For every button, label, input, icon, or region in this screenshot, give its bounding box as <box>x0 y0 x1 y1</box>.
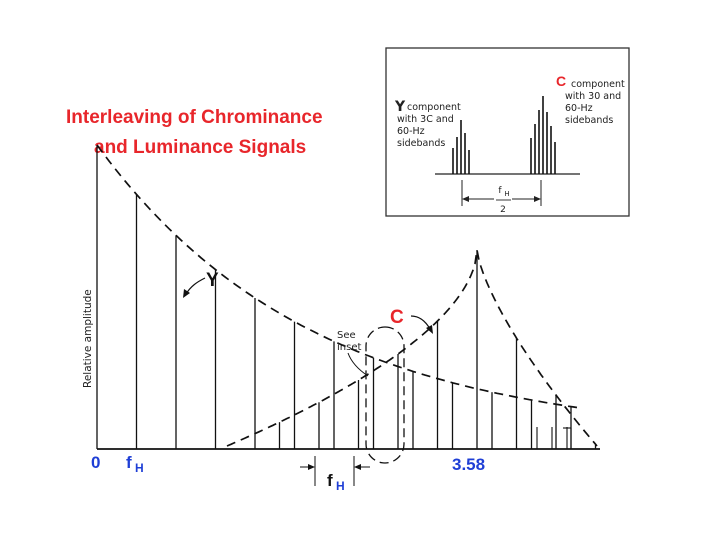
fh-spacing-label-sub: H <box>336 479 345 493</box>
inset-y-sidebands <box>452 120 470 174</box>
spectrum-harmonics <box>96 145 597 449</box>
x-label-zero: 0 <box>91 453 100 472</box>
title-line-1: Interleaving of Chrominance <box>66 107 323 128</box>
fh-spacing-arrow-left <box>308 464 315 470</box>
x-label-358: 3.58 <box>452 455 485 474</box>
inset-c-text-4: sidebands <box>565 115 613 126</box>
inset-y-text-4: sidebands <box>397 138 445 149</box>
inset-panel: Y component with 3C and 60-Hz sidebands … <box>385 47 630 217</box>
inset-dim-sub: H <box>504 190 509 198</box>
c-envelope-curve <box>226 249 598 447</box>
x-label-fh-sub: H <box>135 461 144 475</box>
inset-dim-num: f <box>498 186 502 196</box>
main-spectrum: See inset Y C Relative amplitude 0 f H 3… <box>82 144 600 493</box>
fh-spacing-label: f <box>327 471 333 490</box>
see-inset-text-1: See <box>337 330 356 341</box>
fh-spacing-arrow-right <box>354 464 361 470</box>
inset-dim-den: 2 <box>500 205 506 215</box>
inset-c-letter: C <box>556 73 566 89</box>
inset-dim-arrow-left <box>462 196 469 202</box>
see-inset-text-2: inset <box>337 342 361 353</box>
c-label-leader <box>410 315 431 330</box>
y-curve-label: Y <box>206 270 219 291</box>
inset-y-text-1: component <box>407 102 461 113</box>
c-curve-label: C <box>390 307 404 328</box>
see-inset-leader <box>347 352 369 377</box>
inset-y-text-2: with 3C and <box>397 114 454 125</box>
x-label-fh: f <box>126 453 132 472</box>
inset-c-text-3: 60-Hz <box>565 103 593 114</box>
title-line-2: and Luminance Signals <box>94 137 307 158</box>
inset-y-text-3: 60-Hz <box>397 126 425 137</box>
y-label-leader <box>185 277 206 295</box>
inset-c-text-2: with 30 and <box>565 91 621 102</box>
inset-c-text-1: component <box>571 79 625 90</box>
see-inset-callout <box>365 326 405 464</box>
inset-c-sidebands <box>530 96 556 174</box>
page-title: Interleaving of Chrominance and Luminanc… <box>66 103 323 163</box>
y-axis-label: Relative amplitude <box>82 289 94 388</box>
inset-dim-arrow-right <box>534 196 541 202</box>
y-envelope-curve <box>96 144 578 409</box>
inset-y-letter: Y <box>394 99 406 115</box>
